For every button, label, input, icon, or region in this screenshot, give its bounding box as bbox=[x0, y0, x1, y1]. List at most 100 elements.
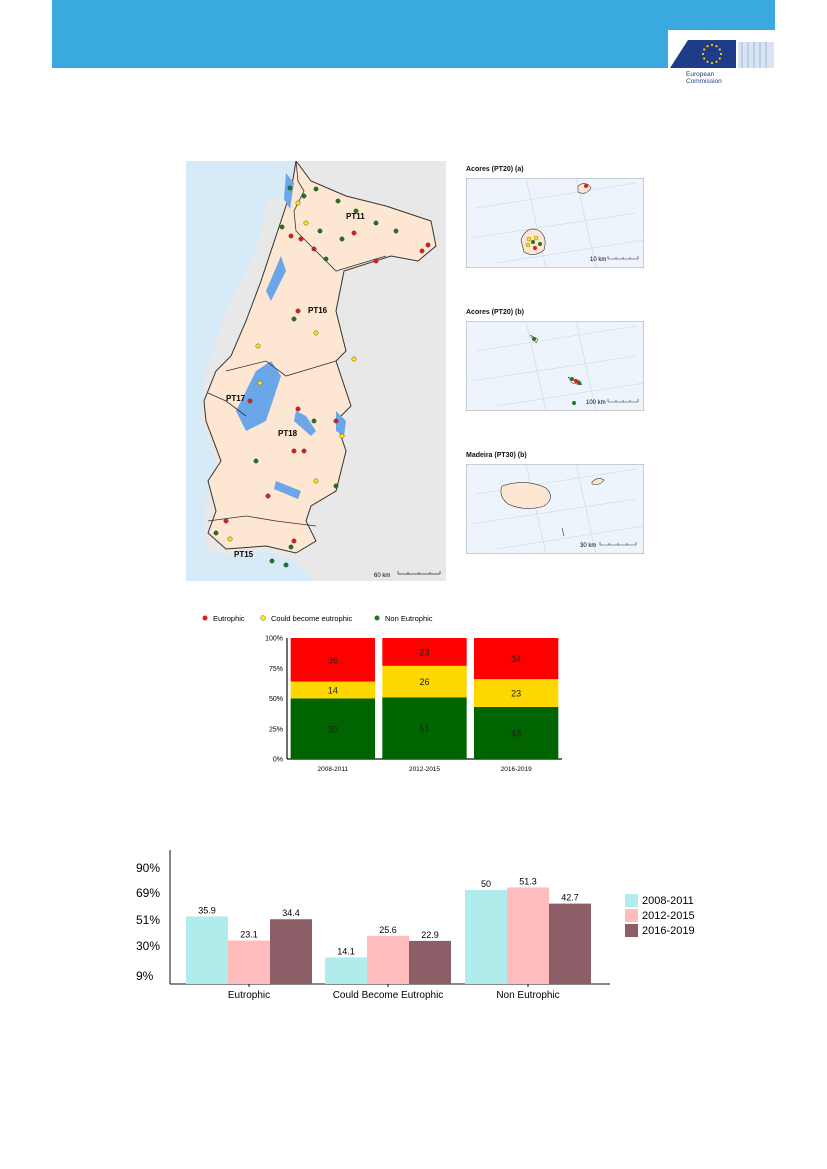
site-marker bbox=[303, 220, 309, 226]
bar-non-eutrophic bbox=[382, 697, 467, 759]
map-scale-label: 60 km bbox=[374, 573, 390, 579]
site-marker bbox=[265, 493, 271, 499]
site-marker bbox=[269, 558, 275, 564]
inset-acores-a: Acores (PT20) (a) 10 km bbox=[466, 166, 644, 268]
site-marker bbox=[295, 200, 301, 206]
site-marker bbox=[351, 356, 357, 362]
legend-swatch bbox=[625, 924, 638, 937]
data-label: 42.7 bbox=[561, 893, 579, 903]
site-marker bbox=[227, 536, 233, 542]
x-tick-label: Could Become Eutrophic bbox=[333, 990, 444, 1001]
legend-label: 2008-2011 bbox=[642, 895, 694, 907]
logo-line-2: Commission bbox=[686, 78, 722, 85]
header-band bbox=[52, 0, 775, 68]
y-tick-label: 50% bbox=[269, 696, 283, 703]
x-tick-label: 2012-2015 bbox=[409, 766, 440, 773]
data-label: 23 bbox=[419, 647, 429, 657]
site-marker bbox=[419, 248, 425, 254]
site-marker bbox=[288, 233, 294, 239]
site-marker bbox=[313, 330, 319, 336]
site-marker bbox=[295, 406, 301, 412]
inset-title: Madeira (PT30) (b) bbox=[466, 452, 527, 459]
site-marker bbox=[301, 448, 307, 454]
legend-label-could-become: Could become eutrophic bbox=[271, 614, 353, 623]
eu-star-icon bbox=[703, 57, 706, 60]
bar-eutrophic bbox=[474, 638, 559, 680]
data-label: 14 bbox=[328, 686, 338, 696]
x-tick-label: 2008-2011 bbox=[318, 766, 349, 773]
european-commission-logo: European Commission bbox=[668, 30, 776, 88]
eu-star-icon bbox=[706, 45, 709, 48]
site-marker bbox=[257, 380, 263, 386]
data-label: 34.4 bbox=[282, 908, 300, 918]
site-marker bbox=[291, 316, 297, 322]
commission-building-icon bbox=[670, 40, 774, 68]
data-label: 14.1 bbox=[337, 946, 355, 956]
bar-2008-2011 bbox=[325, 957, 367, 984]
inset-title: Acores (PT20) (b) bbox=[466, 309, 524, 316]
data-label: 22.9 bbox=[421, 930, 439, 940]
bar-2008-2011 bbox=[465, 889, 507, 984]
legend-label: 2012-2015 bbox=[642, 910, 695, 922]
inset-acores-b: Acores (PT20) (b) 100 km bbox=[466, 309, 644, 411]
site-marker bbox=[255, 343, 261, 349]
data-label: 50 bbox=[481, 879, 491, 889]
bar-could-become-eutrophic bbox=[290, 681, 375, 699]
y-tick-label: 9% bbox=[136, 969, 154, 983]
site-marker bbox=[247, 398, 253, 404]
site-marker bbox=[373, 220, 379, 226]
eu-star-icon bbox=[710, 61, 714, 65]
site-marker bbox=[311, 246, 317, 252]
site-marker bbox=[351, 230, 357, 236]
data-label: 36 bbox=[328, 655, 338, 665]
x-tick-label: Eutrophic bbox=[228, 990, 270, 1001]
inset-title: Acores (PT20) (a) bbox=[466, 166, 524, 173]
eu-star-icon bbox=[718, 57, 721, 60]
site-marker bbox=[291, 448, 297, 454]
logo-line-1: European bbox=[686, 71, 715, 78]
site-marker bbox=[333, 483, 339, 489]
bar-could-become-eutrophic bbox=[474, 679, 559, 707]
legend-marker-non-eutrophic bbox=[374, 615, 380, 621]
y-tick-label: 51% bbox=[136, 913, 160, 927]
bar-2012-2015 bbox=[367, 935, 409, 984]
region-label-pt18: PT18 bbox=[278, 429, 298, 438]
site-marker bbox=[373, 258, 379, 264]
data-label: 25.6 bbox=[379, 925, 397, 935]
site-marker bbox=[313, 186, 319, 192]
y-tick-label: 0% bbox=[273, 757, 283, 764]
eu-star-icon bbox=[715, 60, 718, 63]
site-marker bbox=[317, 228, 323, 234]
portugal-map: PT11 PT16 PT17 PT18 PT15 60 km bbox=[186, 159, 446, 581]
site-marker bbox=[339, 236, 345, 242]
site-marker bbox=[425, 242, 431, 248]
site-marker bbox=[333, 418, 339, 424]
eu-star-icon bbox=[701, 52, 705, 56]
legend-swatch bbox=[625, 894, 638, 907]
legend-label-eutrophic: Eutrophic bbox=[213, 614, 245, 623]
data-label: 35.9 bbox=[198, 905, 216, 915]
legend-label-non-eutrophic: Non Eutrophic bbox=[385, 614, 433, 623]
region-label-pt16: PT16 bbox=[308, 306, 328, 315]
site-marker bbox=[353, 208, 359, 214]
site-marker bbox=[393, 228, 399, 234]
y-tick-label: 25% bbox=[269, 726, 283, 733]
site-marker bbox=[335, 198, 341, 204]
eu-star-icon bbox=[706, 60, 709, 63]
inset-madeira: Madeira (PT30) (b) 30 km bbox=[466, 452, 644, 554]
site-marker bbox=[298, 236, 304, 242]
y-tick-label: 30% bbox=[136, 939, 160, 953]
site-marker bbox=[253, 458, 259, 464]
site-marker bbox=[301, 193, 307, 199]
inset-scale: 30 km bbox=[580, 543, 596, 549]
eu-star-icon bbox=[710, 43, 714, 47]
region-label-pt11: PT11 bbox=[346, 212, 365, 221]
eu-star-icon bbox=[718, 48, 721, 51]
eu-star-icon bbox=[719, 52, 723, 56]
bar-non-eutrophic bbox=[474, 706, 559, 759]
bar-2016-2019 bbox=[549, 903, 591, 984]
site-marker bbox=[295, 308, 301, 314]
site-marker bbox=[311, 418, 317, 424]
bar-eutrophic bbox=[382, 638, 467, 666]
data-label: 50 bbox=[328, 724, 338, 734]
